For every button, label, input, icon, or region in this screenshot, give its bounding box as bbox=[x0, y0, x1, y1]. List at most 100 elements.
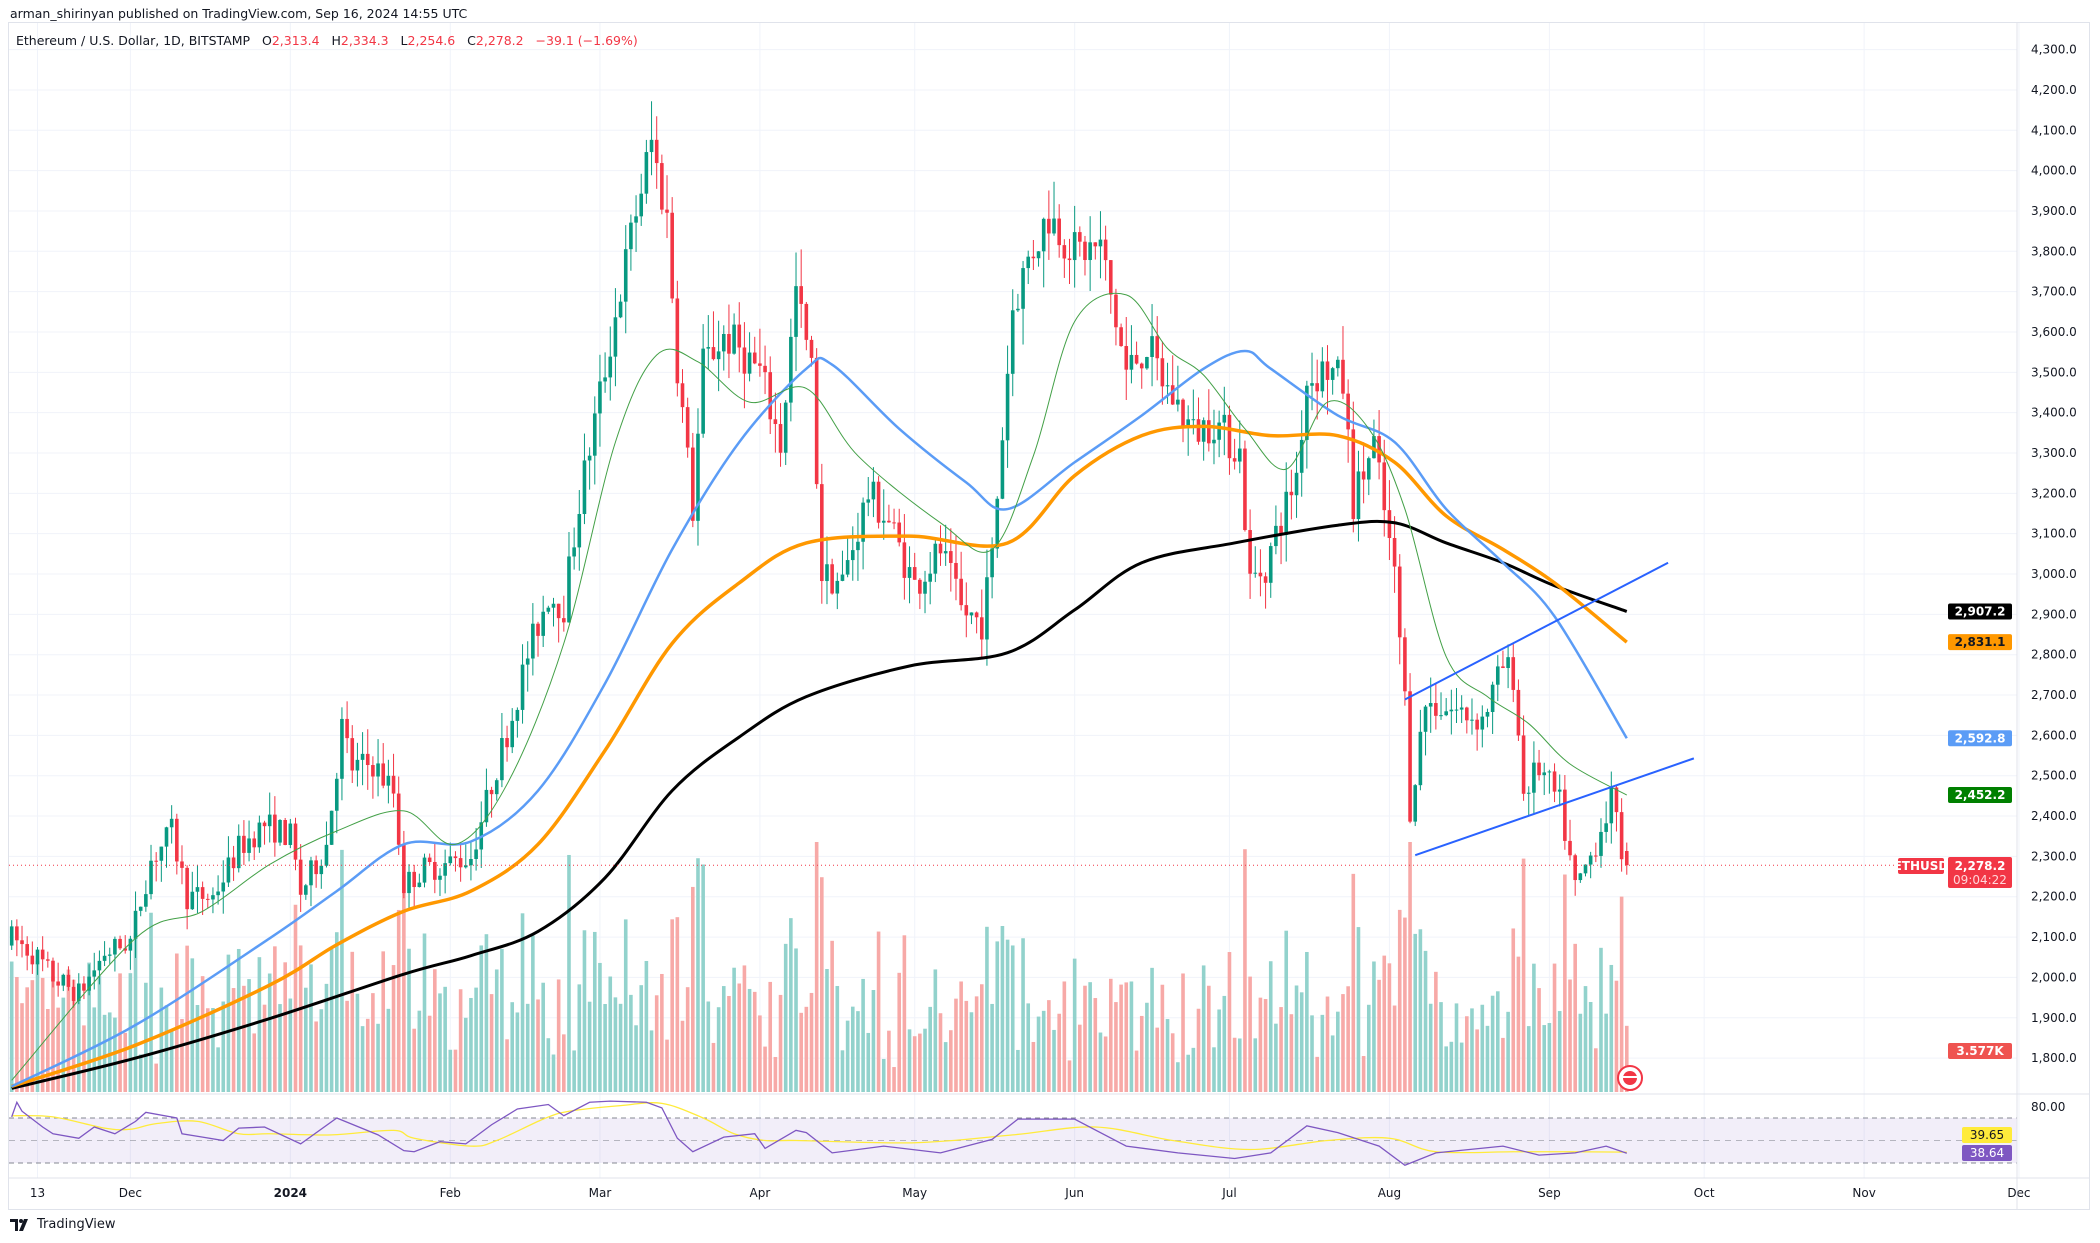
candle-body bbox=[102, 955, 107, 961]
candle-body bbox=[1310, 383, 1314, 386]
volume-bar bbox=[876, 931, 881, 1092]
candle-body bbox=[1490, 684, 1495, 712]
candle-body bbox=[510, 720, 515, 748]
candle-body bbox=[267, 814, 272, 827]
volume-bar bbox=[1459, 1042, 1464, 1092]
volume-bar bbox=[1067, 1060, 1072, 1092]
flag-icon[interactable] bbox=[1617, 1065, 1643, 1091]
price-tick-label: 4,300.0 bbox=[2031, 43, 2077, 57]
candle-body bbox=[979, 617, 984, 640]
volume-bar bbox=[933, 969, 938, 1092]
volume-bar bbox=[1072, 958, 1077, 1092]
channel-trendline[interactable] bbox=[1404, 561, 1669, 701]
volume-bar bbox=[1222, 995, 1227, 1092]
candle-body bbox=[1361, 471, 1366, 480]
candle-body bbox=[763, 365, 767, 373]
candle-body bbox=[840, 574, 845, 581]
candle-body bbox=[520, 664, 525, 710]
candle-body bbox=[221, 882, 226, 892]
candle-body bbox=[974, 612, 979, 618]
volume-bar bbox=[577, 984, 582, 1092]
candle-body bbox=[825, 564, 829, 582]
candle-body bbox=[876, 481, 881, 523]
candle-body bbox=[76, 983, 81, 1001]
close-label: C bbox=[467, 33, 476, 48]
candle-body bbox=[180, 861, 184, 868]
candle-body bbox=[309, 860, 313, 886]
candle-body bbox=[1155, 336, 1160, 359]
volume-bar bbox=[1078, 1024, 1082, 1092]
volume-bar bbox=[386, 1008, 391, 1092]
candle-body bbox=[1062, 245, 1067, 259]
candle-body bbox=[1212, 439, 1216, 444]
candle-body bbox=[1036, 251, 1041, 259]
volume-bar bbox=[422, 933, 427, 1092]
volume-bar bbox=[1485, 1025, 1490, 1092]
volume-bar bbox=[696, 858, 700, 1092]
candle-body bbox=[355, 759, 360, 771]
volume-bar bbox=[92, 1007, 97, 1092]
time-tick-label: Jul bbox=[1221, 1186, 1236, 1200]
volume-bar bbox=[1217, 1009, 1221, 1092]
candle-body bbox=[649, 139, 654, 153]
candle-body bbox=[1532, 762, 1536, 793]
volume-bar bbox=[494, 969, 499, 1092]
volume-bar bbox=[907, 1029, 912, 1092]
candle-body bbox=[990, 548, 994, 578]
candle-body bbox=[1284, 491, 1289, 535]
candle-body bbox=[484, 789, 489, 823]
tradingview-logo-icon bbox=[10, 1218, 28, 1231]
candle-body bbox=[556, 603, 561, 619]
candle-body bbox=[144, 894, 148, 907]
candle-body bbox=[107, 954, 112, 956]
candle-body bbox=[696, 433, 700, 521]
tradingview-footer[interactable]: TradingView bbox=[10, 1217, 116, 1232]
candle-body bbox=[623, 249, 628, 302]
candle-body bbox=[1480, 716, 1485, 730]
volume-bar bbox=[1465, 1016, 1469, 1092]
candle-body bbox=[773, 419, 778, 425]
price-tick-label: 3,900.0 bbox=[2031, 204, 2077, 218]
candle-body bbox=[427, 857, 432, 862]
volume-bar bbox=[1108, 978, 1113, 1092]
candle-body bbox=[66, 974, 71, 987]
rsi-line bbox=[11, 1100, 1627, 1166]
volume-bar bbox=[35, 960, 40, 1092]
candle-body bbox=[737, 324, 742, 348]
volume-bar bbox=[1506, 1011, 1510, 1092]
ma-orange-line bbox=[11, 424, 1628, 1089]
rsi-ma-line bbox=[11, 1102, 1627, 1154]
candle-body bbox=[902, 542, 907, 578]
volume-bar bbox=[979, 984, 984, 1092]
volume-bar bbox=[520, 913, 525, 1092]
volume-bar bbox=[138, 1054, 143, 1092]
axes[interactable]: 4,300.0 4,200.0 4,100.0 4,000.0 3,900.0 3,800… bbox=[9, 23, 2090, 1210]
candle-body bbox=[1031, 256, 1036, 259]
volume-bar bbox=[1160, 984, 1165, 1092]
trendlines[interactable] bbox=[9, 561, 1897, 866]
volume-bar bbox=[649, 1030, 654, 1092]
volume-bar bbox=[216, 1047, 220, 1092]
volume-bar bbox=[1351, 873, 1356, 1092]
change-value: −39.1 (−1.69%) bbox=[535, 33, 638, 48]
volume-bar bbox=[149, 912, 153, 1092]
time-tick-label: Feb bbox=[440, 1186, 461, 1200]
channel-trendline[interactable] bbox=[1414, 757, 1695, 857]
volume-bar bbox=[665, 1039, 669, 1092]
volume-bar bbox=[1165, 1019, 1170, 1092]
volume-bar bbox=[701, 864, 705, 1092]
volume-bar bbox=[1114, 1002, 1118, 1092]
volume-bar bbox=[938, 1013, 943, 1092]
volume-bar bbox=[159, 987, 164, 1092]
volume-bar bbox=[1356, 927, 1361, 1092]
volume-bar bbox=[169, 1030, 174, 1092]
volume-bar bbox=[835, 985, 840, 1092]
volume-bar bbox=[107, 1012, 112, 1092]
volume-bar bbox=[716, 1007, 721, 1092]
candle-body bbox=[1465, 707, 1469, 721]
candle-body bbox=[97, 960, 102, 971]
volume-tag: 3.577K bbox=[1948, 1043, 2012, 1059]
candle-body bbox=[1423, 706, 1428, 732]
candle-body bbox=[371, 765, 375, 777]
